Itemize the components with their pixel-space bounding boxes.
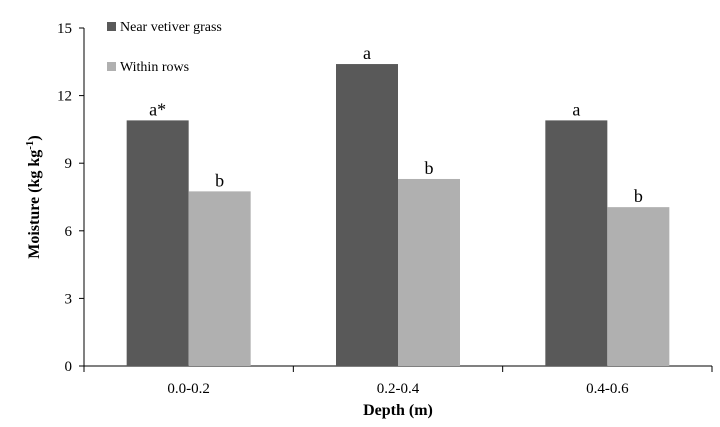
bar (336, 64, 398, 366)
bar (398, 178, 460, 366)
bar (126, 120, 189, 367)
x-tick-label: 0.0-0.2 (167, 381, 210, 397)
bar (607, 207, 670, 366)
y-tick-label: 12 (57, 89, 72, 105)
x-tick-label: 0.4-0.6 (586, 381, 629, 397)
legend: Near vetiver grass Within rows (107, 20, 222, 75)
bar (188, 191, 251, 366)
legend-label: Near vetiver grass (120, 20, 222, 35)
legend-swatch (107, 22, 116, 31)
y-axis-title-main: Moisture (kg kg (26, 150, 43, 259)
bar-significance-label: a (363, 43, 371, 63)
significance-labels: a* b a b a b (149, 43, 643, 206)
y-axis-title: Moisture (kg kg-1) (24, 135, 43, 259)
bar-significance-label: a* (149, 99, 166, 119)
x-axis-title: Depth (m) (363, 402, 433, 419)
bar (545, 120, 608, 367)
y-tick-label: 3 (65, 291, 73, 307)
bar-significance-label: b (634, 186, 643, 206)
bar-significance-label: b (215, 170, 224, 190)
y-tick-label: 0 (65, 359, 73, 375)
y-axis-title-superscript: -1 (24, 141, 36, 150)
bar-significance-label: b (425, 158, 434, 178)
y-tick-label: 9 (65, 156, 73, 172)
y-axis-title-close: ) (26, 135, 43, 140)
bar-significance-label: a (572, 99, 580, 119)
legend-label: Within rows (120, 60, 189, 75)
y-tick-label: 15 (57, 21, 72, 37)
x-tick-label: 0.2-0.4 (377, 381, 420, 397)
y-tick-label: 6 (65, 224, 73, 240)
legend-swatch (107, 62, 116, 71)
bars (126, 64, 670, 367)
